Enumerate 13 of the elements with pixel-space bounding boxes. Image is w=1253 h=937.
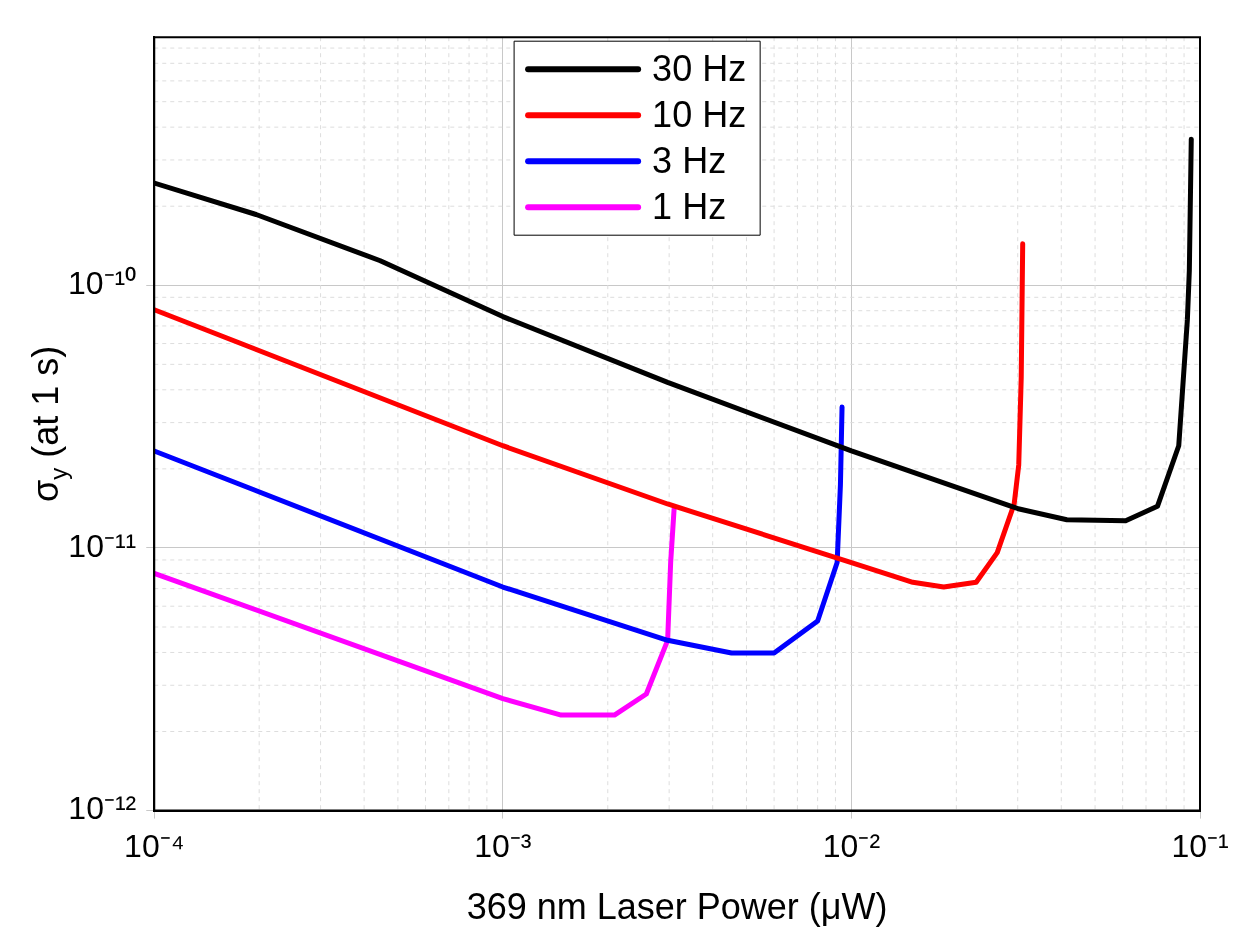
- x-tick-label: 10⁻⁴: [124, 827, 185, 864]
- y-tick-label: 10⁻¹¹: [68, 527, 137, 564]
- x-tick-label: 10⁻³: [474, 827, 532, 864]
- y-tick-label: 10⁻¹²: [68, 790, 137, 827]
- legend-label: 1 Hz: [652, 186, 727, 228]
- legend-label: 10 Hz: [652, 94, 747, 136]
- legend-label: 30 Hz: [652, 48, 747, 90]
- x-tick-label: 10⁻²: [822, 827, 881, 864]
- x-axis-title: 369 nm Laser Power (μW): [466, 885, 888, 927]
- y-tick-label: 10⁻¹⁰: [68, 265, 137, 302]
- y-axis-title: σy (at 1 s): [24, 345, 72, 503]
- legend-label: 3 Hz: [652, 140, 727, 182]
- x-tick-label: 10⁻¹: [1171, 827, 1229, 864]
